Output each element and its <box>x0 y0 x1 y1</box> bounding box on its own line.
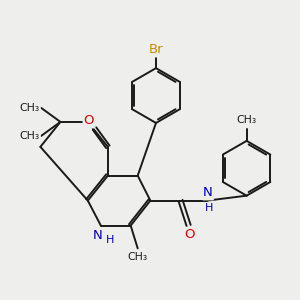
Text: CH₃: CH₃ <box>20 131 40 141</box>
Text: N: N <box>203 186 213 200</box>
Text: Br: Br <box>149 44 163 56</box>
Text: O: O <box>184 228 195 241</box>
Text: O: O <box>84 114 94 127</box>
Text: CH₃: CH₃ <box>128 252 148 262</box>
Text: H: H <box>205 203 214 213</box>
Text: CH₃: CH₃ <box>20 103 40 113</box>
Text: H: H <box>105 235 114 245</box>
Text: CH₃: CH₃ <box>236 115 257 125</box>
Text: N: N <box>92 229 102 242</box>
